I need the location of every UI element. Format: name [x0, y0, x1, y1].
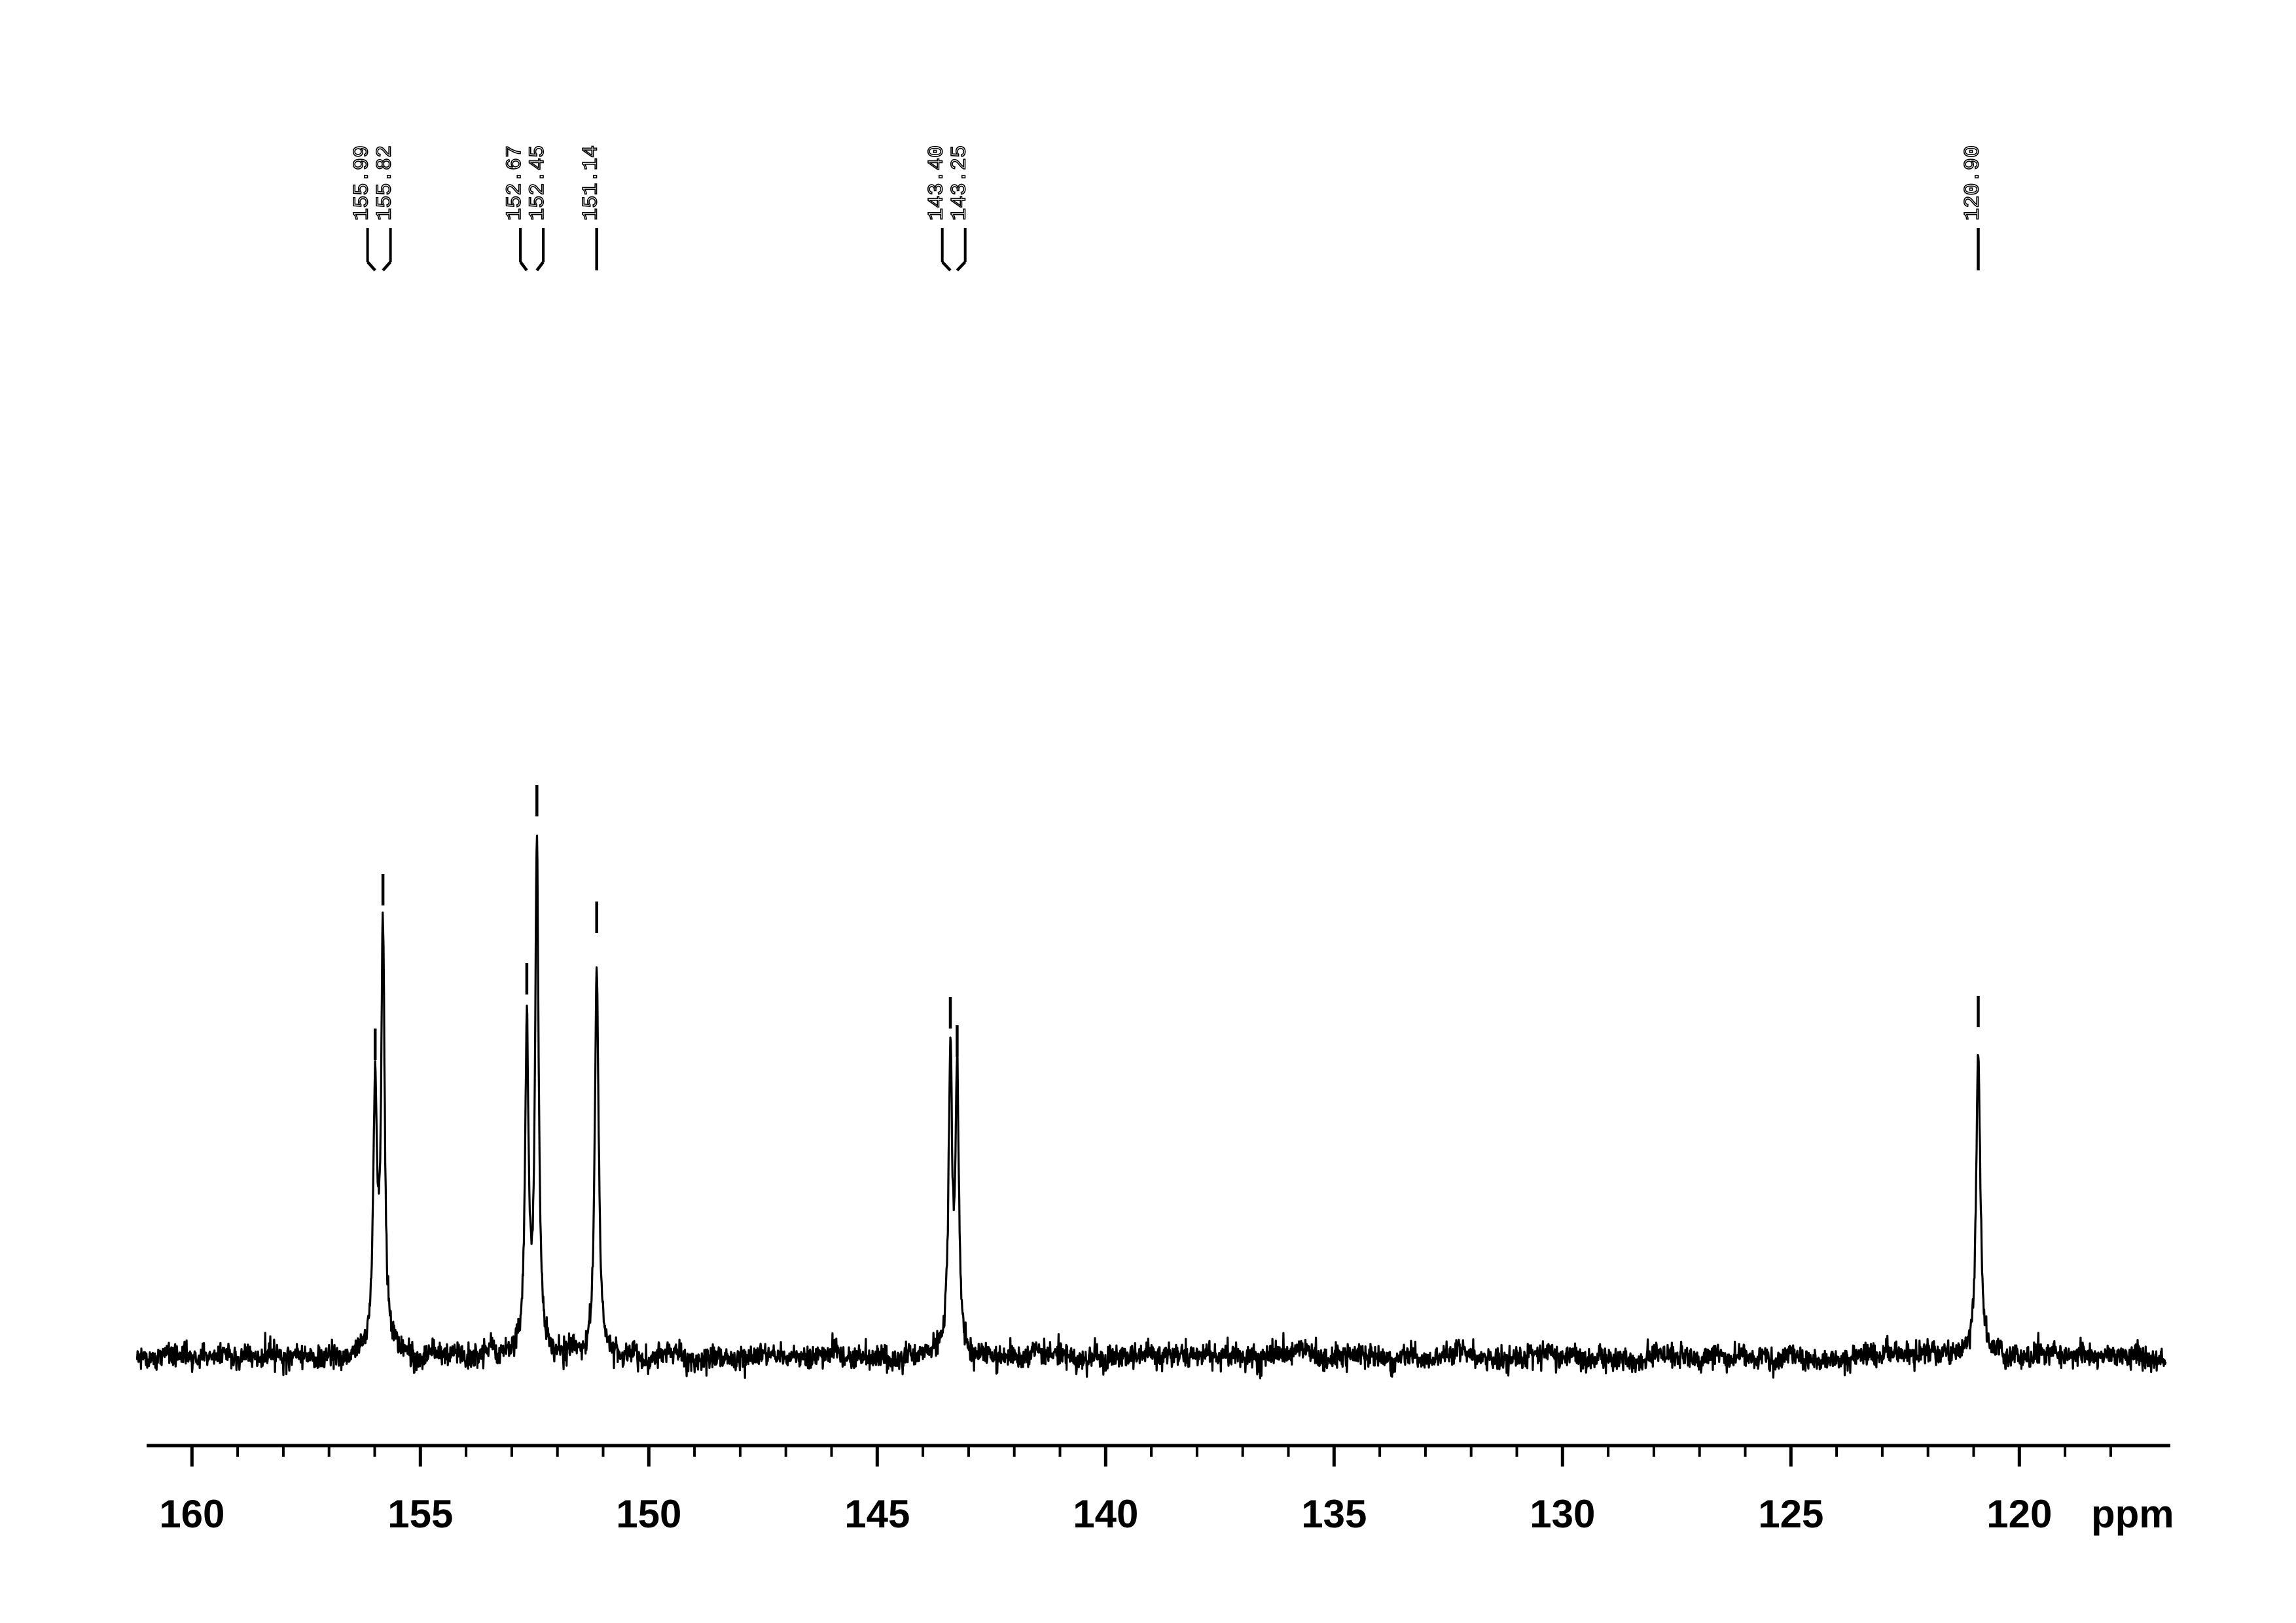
svg-text:152.67: 152.67 — [503, 145, 527, 221]
svg-text:120.90: 120.90 — [1961, 145, 1985, 221]
svg-text:140: 140 — [1073, 1492, 1138, 1536]
svg-text:155.82: 155.82 — [373, 145, 397, 221]
svg-text:143.40: 143.40 — [925, 145, 949, 221]
svg-text:120: 120 — [1986, 1492, 2052, 1536]
svg-text:ppm: ppm — [2091, 1492, 2174, 1536]
svg-text:155.99: 155.99 — [350, 145, 374, 221]
svg-text:151.14: 151.14 — [579, 145, 603, 221]
svg-text:125: 125 — [1758, 1492, 1823, 1536]
svg-text:135: 135 — [1301, 1492, 1367, 1536]
svg-text:155: 155 — [387, 1492, 453, 1536]
svg-text:160: 160 — [159, 1492, 224, 1536]
svg-text:150: 150 — [616, 1492, 681, 1536]
svg-text:143.25: 143.25 — [948, 145, 972, 221]
svg-text:152.45: 152.45 — [526, 145, 550, 221]
svg-text:130: 130 — [1530, 1492, 1595, 1536]
svg-text:145: 145 — [844, 1492, 910, 1536]
